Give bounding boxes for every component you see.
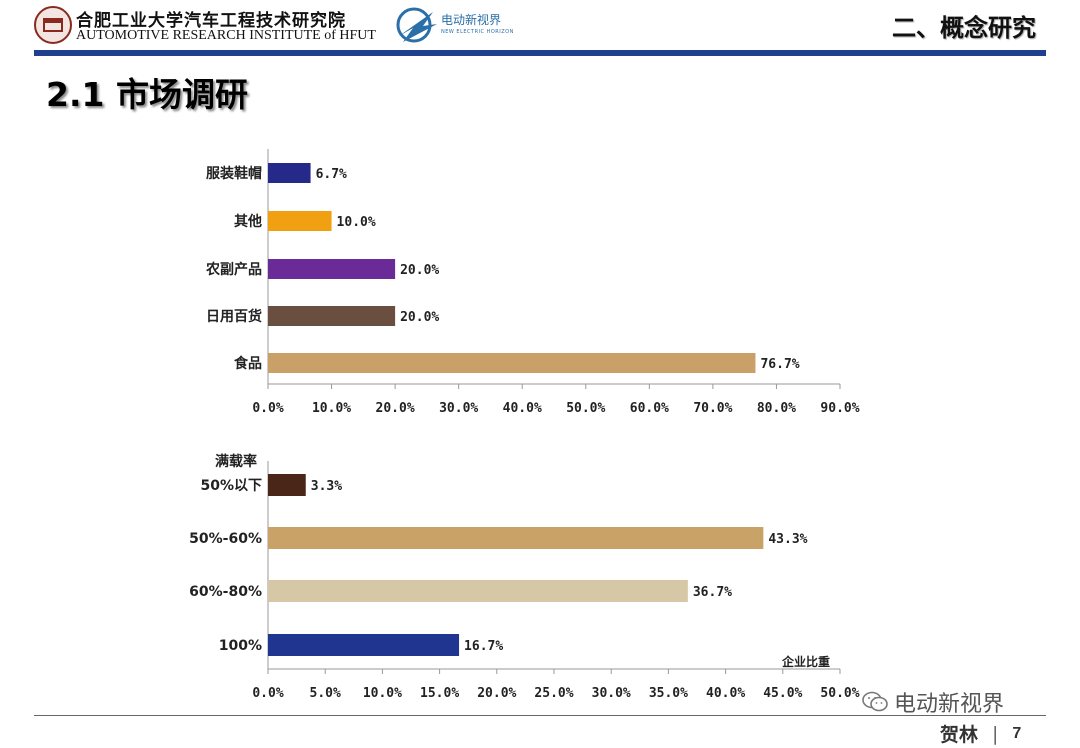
chart1-category-label: 服装鞋帽: [206, 165, 262, 182]
footer-divider: [34, 715, 1046, 716]
chart1-x-tick-label: 90.0%: [820, 401, 859, 416]
chart1-x-tick-label: 10.0%: [312, 401, 351, 416]
chart1-x-tick-label: 80.0%: [757, 401, 796, 416]
watermark-text: 电动新视界: [894, 692, 1005, 717]
chart1-category-label: 食品: [234, 355, 262, 372]
chart2-x-tick-label: 45.0%: [763, 686, 802, 701]
chart2-category-label: 100%: [219, 638, 262, 654]
chart2-category-label: 50%以下: [200, 478, 262, 494]
chart2-category-label: 60%-80%: [189, 584, 262, 600]
chart2-bar: [268, 474, 306, 496]
chart1-x-tick-label: 0.0%: [252, 401, 283, 416]
chart2-x-tick-label: 10.0%: [363, 686, 402, 701]
chart2-x-tick-label: 30.0%: [592, 686, 631, 701]
chart1-x-tick-label: 60.0%: [630, 401, 669, 416]
slide-footer: 贺林 | 7: [940, 720, 1021, 747]
chart2-value-label: 3.3%: [311, 479, 342, 494]
chart2-x-tick-label: 20.0%: [477, 686, 516, 701]
page-title: 2.1 市场调研: [46, 75, 248, 114]
author-name: 贺林: [940, 724, 979, 746]
section-title: 二、概念研究: [892, 14, 1036, 42]
chart2-value-label: 36.7%: [693, 585, 732, 600]
chart2-bar: [268, 527, 764, 549]
footer-separator: |: [992, 722, 999, 745]
chart2-x-tick-label: 15.0%: [420, 686, 459, 701]
chart1-x-tick-label: 50.0%: [566, 401, 605, 416]
chart1-x-tick-label: 30.0%: [439, 401, 478, 416]
chart1-bar: [268, 163, 311, 183]
chart1-category-label: 农副产品: [205, 261, 262, 278]
chart1-x-tick-label: 40.0%: [503, 401, 542, 416]
chart2-x-tick-label: 5.0%: [310, 686, 341, 701]
chart1-category-label: 日用百货: [206, 308, 262, 325]
chart1-value-label: 20.0%: [400, 263, 439, 278]
chart1-bar: [268, 353, 756, 373]
chart1-bar: [268, 211, 332, 231]
chart2-value-label: 43.3%: [768, 532, 807, 547]
chart2-y-axis-title: 满载率: [215, 453, 257, 470]
chart1-x-tick-label: 20.0%: [376, 401, 415, 416]
page-number: 7: [1012, 724, 1022, 742]
wechat-watermark: 电动新视界: [862, 686, 1004, 718]
chart1-value-label: 20.0%: [400, 310, 439, 325]
chart2-category-label: 50%-60%: [189, 531, 262, 547]
chart2-x-tick-label: 0.0%: [252, 686, 283, 701]
chart1-bar: [268, 259, 396, 279]
chart2-bar: [268, 634, 460, 656]
chart2-bar: [268, 580, 688, 602]
partner-name-cn: 电动新视界: [441, 13, 502, 27]
electric-horizon-logo-icon: [396, 7, 437, 43]
partner-name-en: NEW ELECTRIC HORIZON: [441, 29, 514, 35]
chart1-value-label: 76.7%: [760, 357, 799, 372]
university-seal-icon: [34, 6, 72, 44]
chart2-x-tick-label: 35.0%: [649, 686, 688, 701]
chart1-value-label: 10.0%: [337, 215, 376, 230]
chart1-x-tick-label: 70.0%: [693, 401, 732, 416]
wechat-icon: [862, 691, 888, 712]
chart2-x-tick-label: 25.0%: [534, 686, 573, 701]
chart1-value-label: 6.7%: [316, 167, 347, 182]
chart1-category-label: 其他: [234, 213, 262, 230]
chart2-value-label: 16.7%: [464, 639, 503, 654]
chart2-x-tick-label: 40.0%: [706, 686, 745, 701]
chart2-x-axis-title: 企业比重: [781, 654, 830, 669]
slide-header: 合肥工业大学汽车工程技术研究院 AUTOMOTIVE RESEARCH INST…: [0, 0, 1080, 56]
institute-name-cn: 合肥工业大学汽车工程技术研究院: [76, 11, 346, 31]
institute-name-en: AUTOMOTIVE RESEARCH INSTITUTE of HFUT: [76, 28, 376, 43]
header-divider: [34, 50, 1046, 56]
chart1-bar: [268, 306, 396, 326]
chart2-x-tick-label: 50.0%: [820, 686, 859, 701]
